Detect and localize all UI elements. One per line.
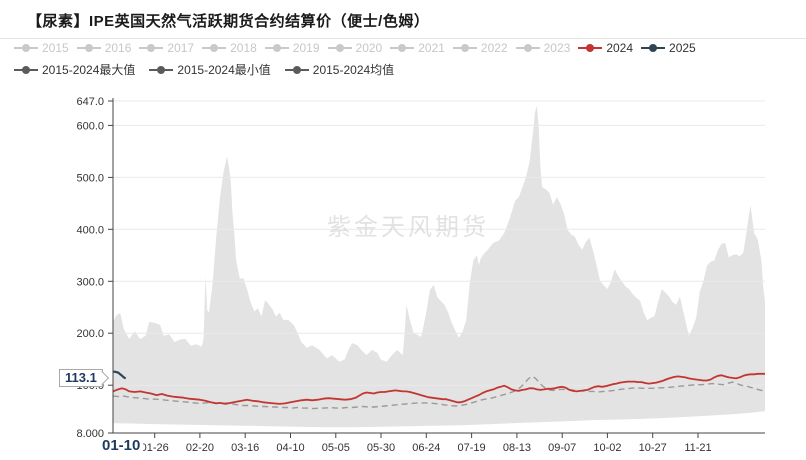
legend-item-2020[interactable]: 2020 [327,41,383,55]
legend-item-2015[interactable]: 2015 [14,41,69,55]
y-tick-label: 300.0 [76,276,104,288]
legend-item-label: 2015-2024均值 [312,63,395,77]
legend-marker-icon [14,44,38,53]
y-tick-label: 647.0 [76,96,104,108]
x-tick-label: 08-13 [503,442,531,454]
legend-item-2015-2024-[interactable]: 2015-2024均值 [284,61,395,78]
legend-marker-icon [149,65,174,74]
x-tick-label: 03-16 [231,442,259,454]
series-2024 [112,372,765,405]
series-2025 [113,370,127,380]
legend-item-2019[interactable]: 2019 [264,41,320,55]
legend-marker-icon [202,44,227,53]
legend-marker-icon [139,44,164,53]
legend-item-2016[interactable]: 2016 [76,41,132,55]
legend-marker-icon [515,44,540,53]
y-tick-label: 400.0 [76,224,104,236]
x-tick-label: 02-20 [186,442,214,454]
legend-item-label: 2015 [42,41,69,55]
legend-row-years: 2015 2016 2017 2018 2019 2020 2021 2022 2023 2024… [14,41,696,55]
y-tick-label: 600.0 [76,120,104,132]
x-tick-label: 10-02 [593,442,621,454]
value-pointer-label: 113.1 [59,369,109,387]
page-title: 【尿素】IPE英国天然气活跃期货合约结算价（便士/色姆） [27,13,430,30]
legend-marker-icon [14,65,38,74]
legend-item-label: 2016 [104,41,132,55]
legend-item-label: 2017 [167,41,195,55]
y-tick-label: 8.000 [76,428,104,440]
legend-item-2015-2024-[interactable]: 2015-2024最大值 [14,61,135,78]
legend-marker-icon [327,44,352,53]
legend-item-2025[interactable]: 2025 [641,41,696,55]
legend-item-2017[interactable]: 2017 [139,41,194,55]
legend-marker-icon [452,44,477,53]
x-tick-label: 11-21 [684,442,711,454]
legend-item-label: 2024 [606,41,634,55]
x-tick-label: 07-19 [458,442,486,454]
legend-item-label: 2019 [292,41,320,55]
legend-marker-icon [641,44,666,53]
x-tick-label: 06-24 [412,442,440,454]
x-tick-label: 01-26 [141,442,169,454]
legend-marker-icon [76,44,101,53]
date-pointer-label: 01-10 [99,437,144,454]
legend-row-stats: 2015-2024最大值 2015-2024最小值 2015-2024均值 [14,61,394,78]
legend-item-2023[interactable]: 2023 [515,41,571,55]
x-tick-label: 04-10 [276,442,304,454]
legend-marker-icon [578,44,603,53]
title-divider [0,38,806,39]
legend-item-label: 2025 [669,41,696,55]
band-min-max [113,105,765,428]
legend-marker-icon [264,44,289,53]
value-pointer-text: 113.1 [59,369,103,387]
legend-marker-icon [284,65,309,74]
x-tick-label: 05-05 [322,442,350,454]
legend-item-label: 2020 [355,41,383,55]
legend-item-label: 2021 [418,41,445,55]
legend-item-2022[interactable]: 2022 [452,41,508,55]
legend-item-2024[interactable]: 2024 [578,41,633,55]
y-tick-label: 500.0 [76,172,104,184]
legend-item-2015-2024-[interactable]: 2015-2024最小值 [149,61,271,78]
legend-item-label: 2018 [230,41,257,55]
x-tick-label: 09-07 [548,442,576,454]
x-tick-label: 10-27 [639,442,667,454]
legend-item-2018[interactable]: 2018 [202,41,257,55]
y-tick-label: 200.0 [76,328,104,340]
legend-item-label: 2022 [480,41,508,55]
legend-item-2021[interactable]: 2021 [390,41,445,55]
legend-item-label: 2015-2024最小值 [177,63,271,77]
legend-item-label: 2023 [543,41,571,55]
legend-item-label: 2015-2024最大值 [42,63,136,77]
legend-marker-icon [390,44,415,53]
x-tick-label: 05-30 [367,442,395,454]
